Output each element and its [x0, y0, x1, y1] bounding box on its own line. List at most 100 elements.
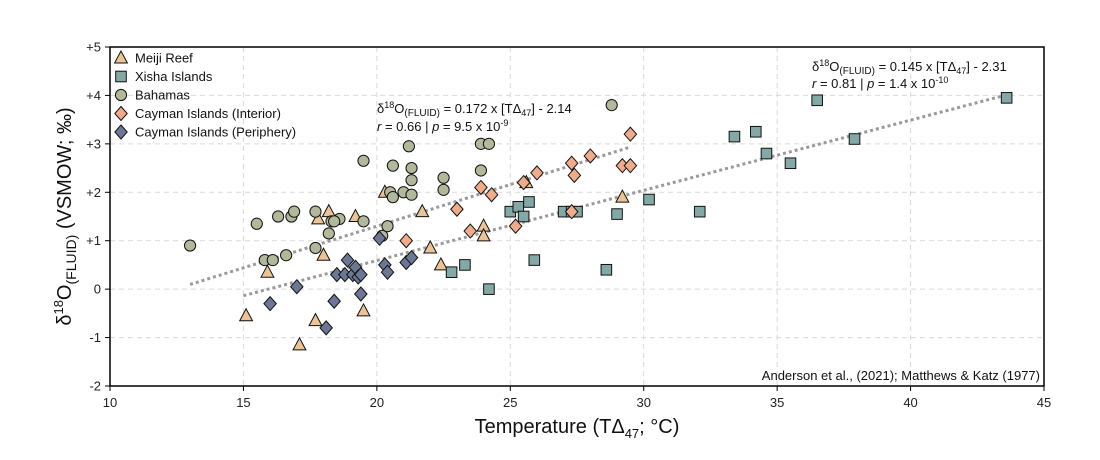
data-points	[183, 92, 1013, 351]
y-tick-label: +1	[86, 233, 101, 248]
cayman-islands-interior-point	[623, 157, 638, 174]
meiji-reef-point	[422, 239, 438, 254]
bahamas-point	[280, 249, 293, 262]
regression-line-1	[189, 145, 631, 286]
xisha-islands-point	[643, 193, 655, 206]
cayman-islands-interior-point	[567, 167, 582, 184]
xisha-islands-point	[848, 133, 861, 145]
regression-lines	[189, 93, 1008, 298]
meiji-reef-point	[260, 264, 275, 278]
cayman-islands-interior-point	[623, 126, 638, 142]
legend: Meiji Reef Xisha Islands Bahamas Cayman Isl…	[113, 49, 296, 140]
bahamas-point	[183, 239, 197, 252]
cayman-islands-periphery-point	[340, 252, 355, 268]
y-tick-label: -1	[89, 330, 101, 345]
bahamas-point	[250, 217, 263, 230]
meiji-reef-point	[316, 247, 331, 261]
x-axis-ticks: 10 15 20 25 30 35 40 45	[103, 386, 1051, 410]
legend-marker-bahamas	[114, 88, 128, 102]
xisha-islands-point	[1000, 92, 1013, 104]
bahamas-point	[272, 210, 285, 223]
meiji-reef-point	[238, 307, 254, 322]
legend-label-bahamas: Bahamas	[135, 88, 190, 103]
xisha-islands-point	[512, 201, 525, 213]
bahamas-point	[402, 140, 415, 153]
x-tick-label: 35	[770, 395, 784, 410]
legend-marker-cayman-islands-periphery	[114, 124, 128, 140]
cayman-islands-interior-point	[564, 155, 579, 171]
bahamas-point	[605, 99, 618, 112]
bahamas-point	[386, 191, 399, 204]
y-tick-label: -2	[89, 379, 101, 394]
legend-label-xisha-islands: Xisha Islands	[135, 69, 213, 84]
cayman-islands-interior-point	[583, 148, 598, 164]
bahamas-point	[288, 205, 301, 218]
xisha-islands-point	[523, 196, 535, 208]
xisha-islands-point	[611, 208, 623, 220]
cayman-islands-interior-point	[564, 203, 579, 220]
meiji-reef-point	[615, 189, 630, 203]
meiji-reef-point	[321, 203, 337, 218]
legend-marker-cayman-islands-interior	[114, 105, 128, 122]
y-axis-label: δ18O(FLUID) (VSMOW; ‰)	[51, 107, 79, 325]
cayman-islands-interior-point	[450, 201, 464, 217]
xisha-islands-point	[459, 259, 471, 271]
bahamas-point	[309, 241, 322, 255]
bahamas-point	[405, 188, 418, 201]
meiji-reef-point	[308, 312, 323, 327]
source-citation: Anderson et al., (2021); Matthews & Katz…	[762, 368, 1040, 383]
meiji-reef-point	[414, 203, 430, 218]
cayman-islands-periphery-point	[353, 266, 368, 283]
bahamas-point	[322, 227, 335, 240]
bahamas-point	[437, 171, 450, 184]
xisha-islands-point	[784, 157, 797, 170]
cayman-islands-periphery-point	[327, 293, 342, 310]
legend-label-cayman-islands-interior: Cayman Islands (Interior)	[135, 106, 281, 121]
xisha-islands-point	[600, 263, 613, 276]
cayman-islands-interior-point	[474, 179, 488, 196]
legend-label-cayman-islands-periphery: Cayman Islands (Periphery)	[135, 125, 296, 140]
bahamas-point	[357, 215, 370, 228]
cayman-islands-periphery-point	[404, 249, 419, 266]
bahamas-point	[405, 161, 418, 175]
y-axis-ticks: -2 -1 0 +1 +2 +3 +4 +5	[86, 40, 110, 394]
xisha-islands-point	[483, 283, 495, 295]
bahamas-point	[474, 164, 488, 177]
y-tick-label: +3	[86, 136, 101, 151]
y-tick-label: +2	[86, 185, 101, 200]
plot-frame	[109, 46, 1045, 387]
x-tick-label: 45	[1037, 395, 1051, 410]
y-tick-label: +4	[86, 88, 101, 103]
x-tick-label: 10	[103, 395, 117, 410]
fit-2-equation: δ18O(FLUID) = 0.145 x [TΔ47] - 2.31	[812, 58, 1007, 77]
x-tick-label: 25	[503, 395, 517, 410]
xisha-islands-point	[760, 147, 773, 160]
bahamas-point	[357, 154, 370, 167]
fit-1-stats: r = 0.66 | p = 9.5 x 10-9	[377, 118, 508, 134]
bahamas-point	[405, 174, 418, 187]
x-tick-label: 20	[370, 395, 384, 410]
bahamas-point	[381, 220, 394, 233]
grid-lines	[110, 47, 1044, 386]
y-tick-label: 0	[94, 282, 101, 297]
bahamas-point	[266, 253, 279, 267]
cayman-islands-periphery-point	[289, 278, 304, 295]
bahamas-point	[437, 183, 450, 196]
xisha-islands-point	[749, 125, 762, 138]
xisha-islands-point	[693, 205, 706, 218]
bahamas-point	[386, 159, 399, 172]
meiji-reef-point	[476, 227, 491, 242]
meiji-reef-point	[292, 336, 307, 351]
bahamas-point	[482, 137, 496, 150]
cayman-islands-interior-point	[508, 218, 523, 234]
bahamas-point	[309, 205, 322, 218]
x-tick-label: 15	[236, 395, 250, 410]
xisha-islands-point	[517, 210, 530, 223]
cayman-islands-periphery-point	[319, 320, 334, 336]
meiji-reef-point	[356, 302, 371, 317]
cayman-islands-periphery-point	[353, 286, 368, 302]
fit-2-stats: r = 0.81 | p = 1.4 x 10-10	[812, 75, 948, 91]
xisha-islands-point	[528, 254, 541, 266]
legend-label-meiji-reef: Meiji Reef	[135, 51, 193, 66]
